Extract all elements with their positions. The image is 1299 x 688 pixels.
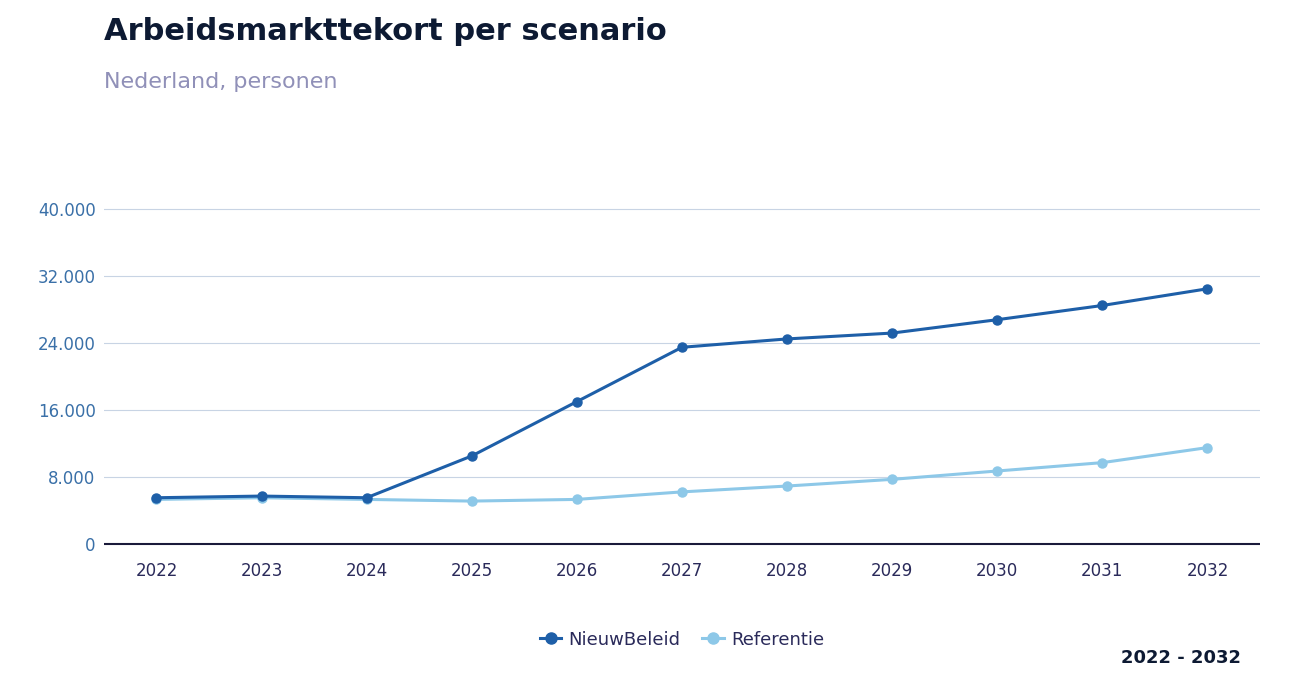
Legend: NieuwBeleid, Referentie: NieuwBeleid, Referentie bbox=[533, 623, 831, 656]
Text: 2022 - 2032: 2022 - 2032 bbox=[1121, 649, 1241, 667]
Text: Nederland, personen: Nederland, personen bbox=[104, 72, 338, 92]
Text: Arbeidsmarkttekort per scenario: Arbeidsmarkttekort per scenario bbox=[104, 17, 666, 46]
